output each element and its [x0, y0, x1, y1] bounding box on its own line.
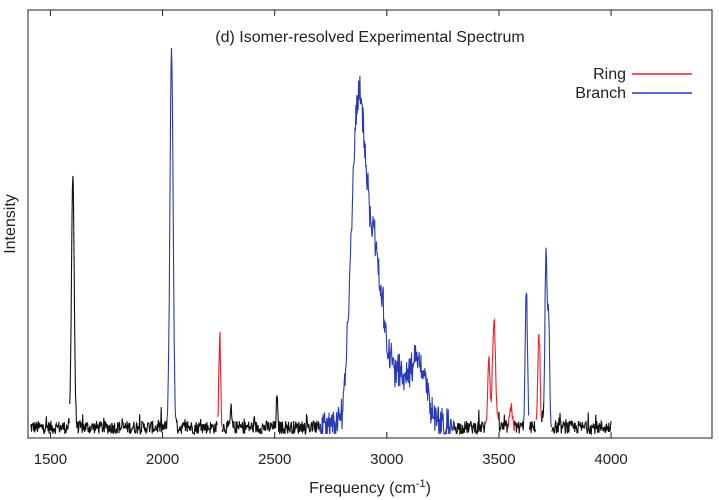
- spectrum-traces: [29, 47, 612, 436]
- axis-ticks: 1500 2000 2500 3000 3500 4000: [34, 10, 628, 468]
- trace-segment-ring-9: [484, 318, 500, 424]
- trace-segment-baseline-10: [498, 411, 509, 433]
- trace-segment-baseline-18: [551, 412, 612, 436]
- trace-segment-baseline-14: [528, 421, 537, 433]
- x-axis-label: Frequency (cm-1): [309, 478, 431, 497]
- trace-segment-baseline-8: [453, 409, 486, 436]
- trace-segment-baseline-12: [514, 420, 525, 434]
- x-axis-label-close: ): [426, 480, 431, 497]
- trace-segment-branch-7: [318, 75, 455, 435]
- trace-segment-baseline-0: [29, 416, 70, 435]
- trace-segment-branch-13: [523, 292, 530, 422]
- x-tick-label-3500: 3500: [482, 451, 515, 468]
- x-axis-label-main: Frequency (cm: [309, 480, 416, 497]
- x-tick-label-1500: 1500: [34, 451, 67, 468]
- x-tick-label-2500: 2500: [258, 451, 291, 468]
- trace-segment-baseline-1: [69, 175, 78, 429]
- trace-segment-branch-17: [543, 247, 552, 428]
- trace-segment-ring-11: [507, 402, 516, 432]
- trace-segment-baseline-16: [541, 401, 545, 423]
- trace-segment-branch-3: [166, 47, 177, 420]
- y-axis-label: Intensity: [2, 194, 19, 254]
- x-tick-label-4000: 4000: [594, 451, 627, 468]
- chart-title: (d) Isomer-resolved Experimental Spectru…: [215, 29, 524, 46]
- trace-segment-ring-15: [535, 334, 543, 422]
- trace-segment-baseline-2: [76, 407, 168, 435]
- trace-segment-baseline-6: [221, 394, 321, 435]
- legend: Ring Branch: [575, 66, 692, 102]
- x-tick-label-3000: 3000: [370, 451, 403, 468]
- legend-label-ring: Ring: [593, 66, 626, 83]
- x-tick-label-2000: 2000: [146, 451, 179, 468]
- plot-frame: [27, 9, 713, 439]
- legend-label-branch: Branch: [575, 85, 626, 102]
- x-axis-label-sup: -1: [416, 478, 426, 490]
- trace-segment-baseline-4: [175, 417, 218, 436]
- trace-segment-ring-5: [217, 331, 223, 427]
